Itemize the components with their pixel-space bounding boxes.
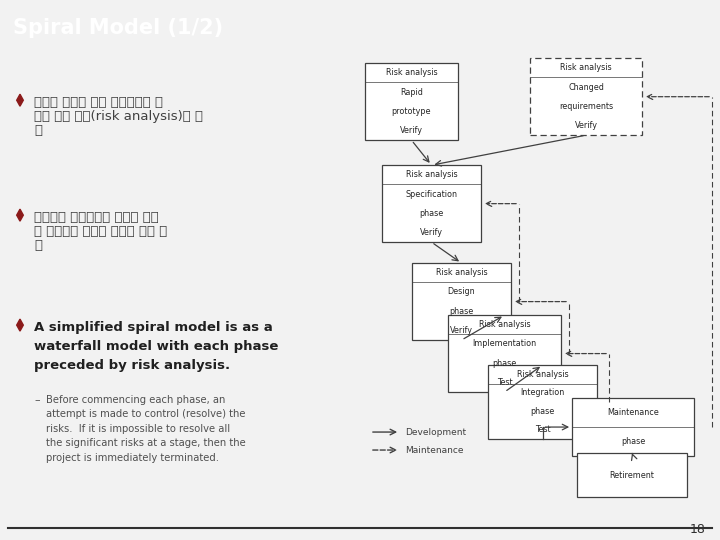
Text: 18: 18 xyxy=(690,523,706,536)
Text: prototype: prototype xyxy=(392,107,431,116)
Text: 을 관리하고 최소화 하려는 것이 목: 을 관리하고 최소화 하려는 것이 목 xyxy=(34,225,167,238)
Polygon shape xyxy=(17,94,23,106)
Polygon shape xyxy=(17,209,23,221)
Text: 가: 가 xyxy=(34,124,42,137)
Text: Retirement: Retirement xyxy=(610,470,654,480)
Text: 적: 적 xyxy=(34,239,42,252)
Text: Risk analysis: Risk analysis xyxy=(479,320,531,329)
Text: Verify: Verify xyxy=(450,326,473,335)
Text: Risk analysis: Risk analysis xyxy=(405,170,457,179)
Text: –: – xyxy=(34,395,40,405)
Text: Design: Design xyxy=(448,287,475,296)
Bar xyxy=(412,263,511,340)
Bar xyxy=(448,315,561,392)
Text: Maintenance: Maintenance xyxy=(405,446,464,455)
Text: Maintenance: Maintenance xyxy=(607,408,659,417)
Bar xyxy=(365,63,458,140)
Text: Risk analysis: Risk analysis xyxy=(517,370,568,379)
Bar xyxy=(382,165,481,242)
Text: phase: phase xyxy=(492,359,517,368)
Text: Test: Test xyxy=(497,378,513,387)
Text: Rapid: Rapid xyxy=(400,87,423,97)
Text: Specification: Specification xyxy=(405,190,457,199)
Text: 점에 위험 분석(risk analysis)을 추: 점에 위험 분석(risk analysis)을 추 xyxy=(34,110,203,123)
Text: Verify: Verify xyxy=(575,121,598,130)
Text: Verify: Verify xyxy=(400,126,423,135)
Text: Risk analysis: Risk analysis xyxy=(436,268,487,277)
Text: phase: phase xyxy=(531,407,554,416)
Text: 시스템을 개발하면서 생기는 위험: 시스템을 개발하면서 생기는 위험 xyxy=(34,211,158,224)
Text: phase: phase xyxy=(449,307,474,316)
Text: Risk analysis: Risk analysis xyxy=(386,69,437,77)
Text: Risk analysis: Risk analysis xyxy=(560,63,612,72)
Text: Test: Test xyxy=(535,426,550,434)
Bar xyxy=(488,365,597,439)
Text: Spiral Model (1/2): Spiral Model (1/2) xyxy=(13,18,223,38)
Text: Implementation: Implementation xyxy=(472,340,536,348)
Bar xyxy=(572,398,694,456)
Text: phase: phase xyxy=(419,209,444,218)
Text: Integration: Integration xyxy=(521,388,564,397)
Text: Development: Development xyxy=(405,428,466,436)
Bar xyxy=(530,58,642,135)
Text: Changed: Changed xyxy=(568,83,604,92)
Text: A simplified spiral model is as a
waterfall model with each phase
preceded by ri: A simplified spiral model is as a waterf… xyxy=(34,321,279,372)
Text: 폭포수 모델과 원형 패러다임의 장: 폭포수 모델과 원형 패러다임의 장 xyxy=(34,96,163,109)
Bar xyxy=(577,453,687,497)
Text: Verify: Verify xyxy=(420,228,443,237)
Text: requirements: requirements xyxy=(559,102,613,111)
Polygon shape xyxy=(17,319,23,331)
Text: Before commencing each phase, an
attempt is made to control (resolve) the
risks.: Before commencing each phase, an attempt… xyxy=(46,395,246,463)
Text: phase: phase xyxy=(621,437,645,446)
